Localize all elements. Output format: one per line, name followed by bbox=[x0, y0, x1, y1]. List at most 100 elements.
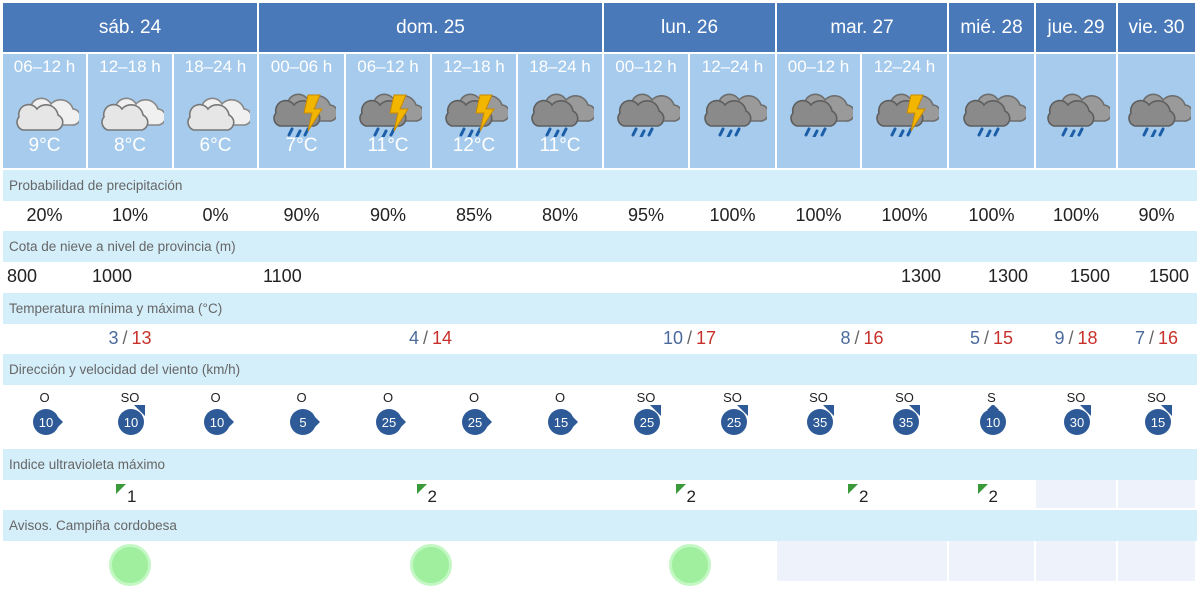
warning-cell bbox=[949, 541, 1034, 581]
temp-separator: / bbox=[1148, 327, 1154, 348]
section-label-snow: Cota de nieve a nivel de provincia (m) bbox=[3, 231, 1197, 262]
wind-direction: O bbox=[554, 390, 566, 405]
time-slot bbox=[949, 54, 1034, 168]
precip-value: 10% bbox=[111, 204, 149, 225]
wind-cell: SO 25 bbox=[604, 385, 688, 447]
wind-cell: O 25 bbox=[346, 385, 430, 447]
precip-value: 20% bbox=[26, 204, 63, 225]
wind-speed: 35 bbox=[898, 415, 912, 430]
uv-value: 2 bbox=[859, 487, 869, 506]
section-label-uv: Indice ultravioleta máximo bbox=[3, 449, 1197, 480]
weather-graphic bbox=[445, 93, 511, 139]
slot-label: 00–06 h bbox=[270, 57, 333, 76]
wind-direction: O bbox=[210, 390, 221, 405]
storm-rain-icon bbox=[871, 81, 941, 139]
time-slot bbox=[1036, 54, 1116, 168]
slot-temperature: 12°C bbox=[452, 135, 496, 156]
precip-cell: 0% bbox=[174, 201, 257, 229]
wind-direction-icon: 25 bbox=[715, 405, 755, 439]
temp-cell: 4/14 bbox=[259, 324, 602, 352]
rain-icon bbox=[612, 81, 683, 139]
warning-level-icon[interactable] bbox=[109, 544, 151, 586]
snow-value bbox=[346, 262, 430, 291]
wind-direction: SO bbox=[723, 390, 742, 405]
wind-direction-icon: 10 bbox=[27, 405, 67, 439]
slot-temperature: 7°C bbox=[285, 135, 318, 156]
wind-direction-icon: 10 bbox=[112, 405, 152, 439]
wind-marker: 25 bbox=[634, 405, 661, 435]
wind-cell: SO 15 bbox=[1118, 385, 1195, 447]
uv-flag-icon bbox=[977, 484, 988, 494]
weather-graphic bbox=[1047, 93, 1113, 139]
wind-speed: 25 bbox=[726, 415, 740, 430]
warning-level-icon[interactable] bbox=[409, 544, 452, 586]
min-temp: 3 bbox=[108, 327, 119, 348]
temp-range: 4/14 bbox=[259, 324, 602, 352]
warning-cell bbox=[1118, 541, 1195, 581]
wind-direction-icon: 15 bbox=[1139, 405, 1179, 439]
temp-separator: / bbox=[122, 327, 128, 348]
precip-value: 0% bbox=[202, 204, 229, 225]
wind-marker: 15 bbox=[548, 409, 578, 435]
snow-cell: 1300 bbox=[862, 262, 947, 291]
wind-cell: SO 30 bbox=[1036, 385, 1116, 447]
wind-direction: SO bbox=[120, 390, 140, 405]
temp-separator: / bbox=[854, 327, 860, 348]
snow-cell: 1500 bbox=[1118, 262, 1195, 291]
precip-cell: 100% bbox=[777, 201, 860, 229]
uv-value: 2 bbox=[427, 487, 437, 506]
slot-label: 12–24 h bbox=[701, 57, 764, 76]
temp-range: 10/17 bbox=[604, 324, 775, 352]
wind-direction-icon: 10 bbox=[974, 404, 1014, 439]
wind-speed: 35 bbox=[812, 415, 826, 430]
wind-speed: 10 bbox=[38, 415, 52, 430]
precip-cell: 90% bbox=[346, 201, 430, 229]
uv-cell: 2 bbox=[604, 480, 775, 508]
min-temp: 5 bbox=[969, 327, 980, 348]
time-slot: 06–12 h 11°C bbox=[346, 54, 430, 168]
time-slot: 18–24 h 6°C bbox=[174, 54, 257, 168]
wind-marker: 35 bbox=[806, 405, 834, 435]
wind-direction-icon: 25 bbox=[628, 405, 668, 439]
max-temp: 16 bbox=[863, 327, 884, 348]
uv-flag-icon bbox=[116, 484, 126, 494]
wind-cell: SO 25 bbox=[690, 385, 775, 447]
snow-cell: 800 bbox=[3, 262, 86, 291]
day-header: dom. 25 bbox=[259, 3, 602, 52]
snow-value: 1500 bbox=[1069, 266, 1110, 286]
weather-graphic bbox=[703, 93, 769, 139]
time-slot: 18–24 h 11°C bbox=[518, 54, 602, 168]
wind-direction-icon: 15 bbox=[542, 405, 582, 439]
wind-cell: O 15 bbox=[518, 385, 602, 447]
min-temp: 7 bbox=[1134, 327, 1145, 348]
max-temp: 17 bbox=[696, 327, 717, 348]
warning-level-icon[interactable] bbox=[668, 544, 711, 586]
slot-label: 06–12 h bbox=[13, 57, 76, 76]
temp-cell: 8/16 bbox=[777, 324, 947, 352]
precip-value: 100% bbox=[1052, 204, 1100, 225]
temp-separator: / bbox=[983, 327, 989, 348]
slot-label: 00–12 h bbox=[615, 57, 677, 76]
snow-value bbox=[518, 262, 602, 291]
time-slot: 00–12 h bbox=[777, 54, 860, 168]
wind-direction-icon: 25 bbox=[370, 405, 410, 439]
uv-badge: 2 bbox=[848, 483, 878, 506]
cloudy-icon bbox=[96, 81, 167, 137]
max-temp: 15 bbox=[993, 327, 1014, 348]
wind-direction: S bbox=[987, 390, 996, 405]
temp-range: 9/18 bbox=[1036, 324, 1116, 352]
snow-value bbox=[604, 262, 688, 291]
time-slot: 00–12 h bbox=[604, 54, 688, 168]
weather-graphic bbox=[789, 93, 855, 139]
wind-marker: 15 bbox=[1144, 405, 1172, 435]
wind-direction: SO bbox=[895, 390, 914, 405]
weather-graphic bbox=[875, 93, 941, 139]
wind-direction: SO bbox=[1147, 390, 1166, 405]
precip-cell: 100% bbox=[862, 201, 947, 229]
slot-label: 12–18 h bbox=[99, 57, 161, 76]
rain-icon bbox=[785, 81, 855, 139]
uv-badge: 2 bbox=[977, 483, 1008, 506]
precip-cell: 80% bbox=[518, 201, 602, 229]
rain-icon bbox=[1042, 81, 1113, 139]
